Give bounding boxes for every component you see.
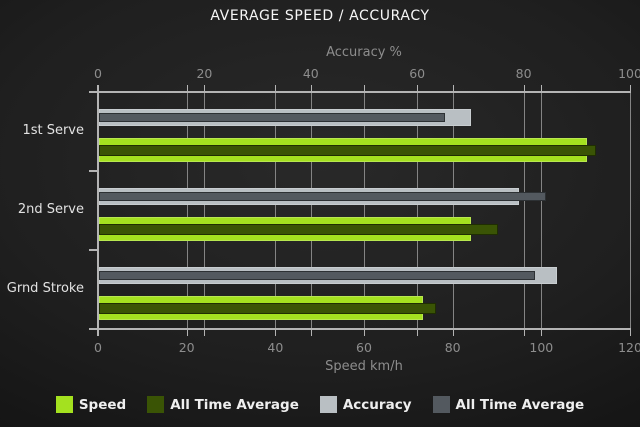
category-label: Grnd Stroke xyxy=(6,281,84,296)
tick-top-bottom-80 xyxy=(452,85,454,92)
tick-top-bottom-120 xyxy=(630,85,631,92)
top-tick-label-40: 40 xyxy=(302,66,319,81)
top-tick-label-100: 100 xyxy=(618,66,640,81)
gridline-bottom-60 xyxy=(364,92,365,329)
legend: Speed All Time Average Accuracy All Time Av… xyxy=(0,396,640,413)
legend-label: Accuracy xyxy=(342,396,412,413)
gridline-bottom-100 xyxy=(541,92,543,329)
bottom-tick-label-40: 40 xyxy=(267,340,284,355)
gridline-bottom-20 xyxy=(186,92,188,329)
category-boundary-tick xyxy=(89,170,97,172)
tick-top-top-60 xyxy=(417,85,419,92)
bottom-tick-label-100: 100 xyxy=(529,340,554,355)
top-axis-title: Accuracy % xyxy=(326,45,402,60)
legend-item-all-time-average: All Time Average xyxy=(147,396,299,413)
left-axis-line xyxy=(97,85,99,336)
legend-item-speed: Speed xyxy=(55,396,127,413)
gridline-top-80 xyxy=(523,92,525,329)
gridline-top-40 xyxy=(310,92,312,329)
legend-swatch xyxy=(55,396,73,413)
top-tick-label-80: 80 xyxy=(515,66,532,81)
tick-bottom-bottom-80 xyxy=(452,329,454,336)
tick-bottom-bottom-120 xyxy=(630,329,631,336)
bottom-axis-line xyxy=(97,328,631,330)
legend-item-all-time-average: All Time Average xyxy=(432,396,585,413)
legend-swatch xyxy=(432,396,450,413)
tick-top-top-40 xyxy=(310,85,312,92)
tick-top-bottom-20 xyxy=(186,85,188,92)
legend-label: All Time Average xyxy=(170,396,299,413)
tick-bottom-top-80 xyxy=(523,329,525,336)
top-tick-label-60: 60 xyxy=(409,66,426,81)
chart-title: AVERAGE SPEED / ACCURACY xyxy=(210,8,430,24)
top-axis-line xyxy=(97,91,631,93)
tick-top-bottom-60 xyxy=(364,85,365,92)
tick-bottom-bottom-100 xyxy=(541,329,543,336)
bar-speed-ata xyxy=(99,145,596,156)
gridline-bottom-80 xyxy=(452,92,454,329)
legend-swatch xyxy=(319,396,337,413)
gridline-bottom-40 xyxy=(275,92,277,329)
gridline-top-60 xyxy=(417,92,419,329)
bar-accuracy-ata xyxy=(99,113,445,122)
legend-item-accuracy: Accuracy xyxy=(319,396,412,413)
top-tick-label-0: 0 xyxy=(94,66,102,81)
bottom-tick-label-60: 60 xyxy=(356,340,372,355)
legend-swatch xyxy=(147,396,165,413)
gridline-top-20 xyxy=(204,92,206,329)
bottom-tick-label-80: 80 xyxy=(444,340,461,355)
gridline-bottom-120 xyxy=(630,92,631,329)
tick-bottom-top-40 xyxy=(310,329,312,336)
bottom-tick-label-120: 120 xyxy=(618,340,640,355)
tick-top-bottom-40 xyxy=(275,85,277,92)
tick-bottom-bottom-60 xyxy=(364,329,365,336)
category-boundary-tick xyxy=(89,91,97,93)
tick-top-bottom-100 xyxy=(541,85,543,92)
tick-bottom-top-60 xyxy=(417,329,419,336)
bar-speed-ata xyxy=(99,303,436,314)
top-tick-label-20: 20 xyxy=(196,66,213,81)
tick-bottom-bottom-20 xyxy=(186,329,188,336)
category-boundary-tick xyxy=(89,328,97,330)
tick-bottom-top-20 xyxy=(204,329,206,336)
tick-top-top-20 xyxy=(204,85,206,92)
bar-accuracy-ata xyxy=(99,271,536,280)
category-label: 1st Serve xyxy=(22,123,84,138)
legend-label: All Time Average xyxy=(455,396,585,413)
legend-label: Speed xyxy=(78,396,127,413)
tick-top-top-80 xyxy=(523,85,525,92)
tick-bottom-bottom-40 xyxy=(275,329,277,336)
bottom-tick-label-20: 20 xyxy=(178,340,195,355)
bottom-tick-label-0: 0 xyxy=(94,340,102,355)
bar-accuracy-ata xyxy=(99,192,546,201)
category-label: 2nd Serve xyxy=(17,202,84,217)
bar-speed-ata xyxy=(99,224,498,235)
category-boundary-tick xyxy=(89,249,97,251)
bottom-axis-title: Speed km/h xyxy=(325,359,403,374)
